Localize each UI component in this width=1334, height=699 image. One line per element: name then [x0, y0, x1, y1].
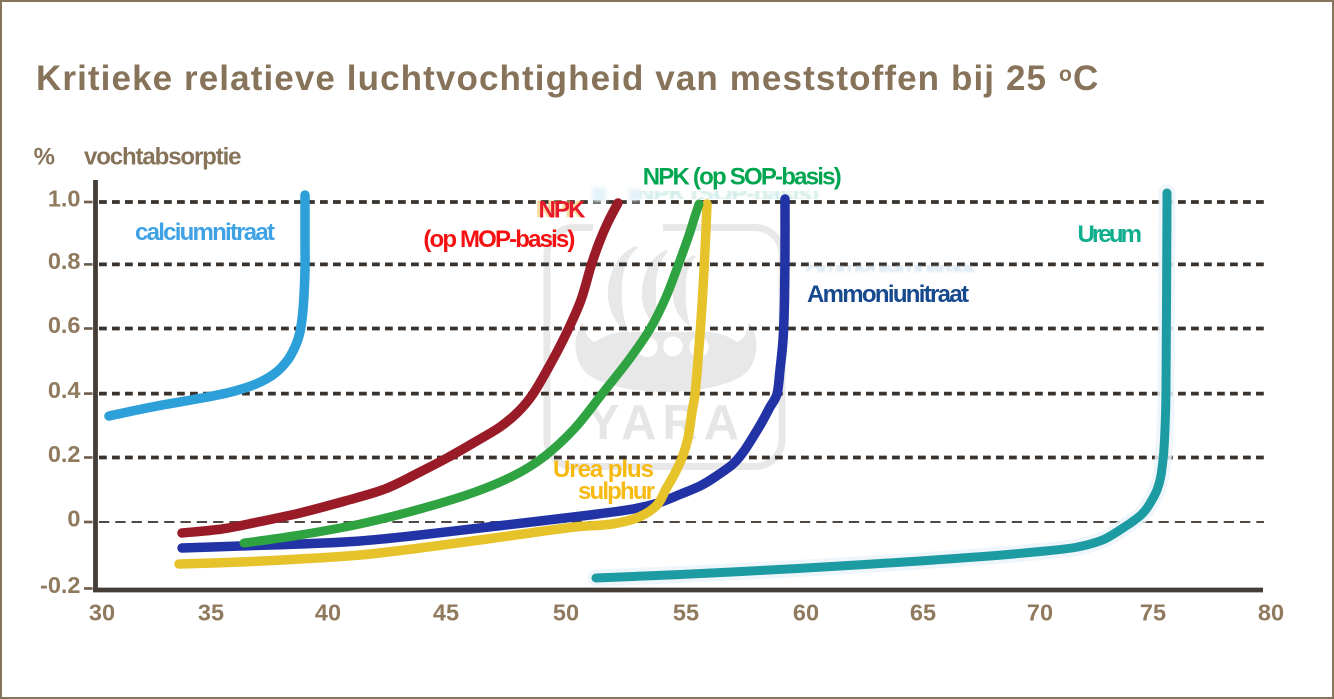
svg-text:0.2: 0.2	[48, 441, 81, 467]
svg-text:30: 30	[89, 600, 115, 626]
svg-text:Ammoniumnitraat: Ammoniumnitraat	[805, 251, 975, 278]
svg-text:sulphur: sulphur	[578, 478, 655, 505]
svg-text:Urea plus: Urea plus	[553, 456, 654, 483]
svg-text:Kritieke relatieve luchtvochti: Kritieke relatieve luchtvochtigheid van …	[36, 59, 1046, 98]
svg-text:C: C	[1073, 59, 1098, 98]
svg-text:%: %	[34, 144, 55, 171]
svg-text:0.4: 0.4	[48, 377, 81, 403]
svg-text:55: 55	[673, 600, 699, 626]
svg-text:75: 75	[1140, 600, 1166, 626]
svg-text:o: o	[1059, 63, 1072, 86]
svg-text:NPK (op SOP-basis): NPK (op SOP-basis)	[643, 164, 842, 191]
svg-text:YARA: YARA	[587, 396, 745, 450]
svg-text:0.8: 0.8	[48, 248, 81, 274]
svg-text:NPK: NPK	[539, 197, 587, 224]
svg-text:NPK: NPK	[536, 196, 584, 223]
svg-text:40: 40	[315, 600, 341, 626]
svg-text:(op MOP-basis): (op MOP-basis)	[423, 226, 575, 253]
svg-text:60: 60	[793, 600, 819, 626]
svg-text:calciumnitraat: calciumnitraat	[135, 219, 275, 246]
svg-text:80: 80	[1258, 600, 1284, 626]
svg-text:65: 65	[910, 600, 936, 626]
svg-text:vochtabsorptie: vochtabsorptie	[84, 144, 242, 171]
svg-text:50: 50	[553, 600, 579, 626]
svg-text:0: 0	[67, 506, 80, 532]
svg-text:0.6: 0.6	[48, 312, 81, 338]
svg-text:Ammoniunitraat: Ammoniunitraat	[807, 281, 969, 308]
svg-text:35: 35	[198, 600, 224, 626]
svg-text:Ureum: Ureum	[1078, 221, 1143, 248]
svg-text:1.0: 1.0	[48, 186, 81, 212]
svg-text:70: 70	[1027, 600, 1053, 626]
svg-text:45: 45	[433, 600, 459, 626]
svg-text:-0.2: -0.2	[40, 572, 81, 598]
svg-text:NPK (SOP-basis): NPK (SOP-basis)	[637, 181, 819, 208]
